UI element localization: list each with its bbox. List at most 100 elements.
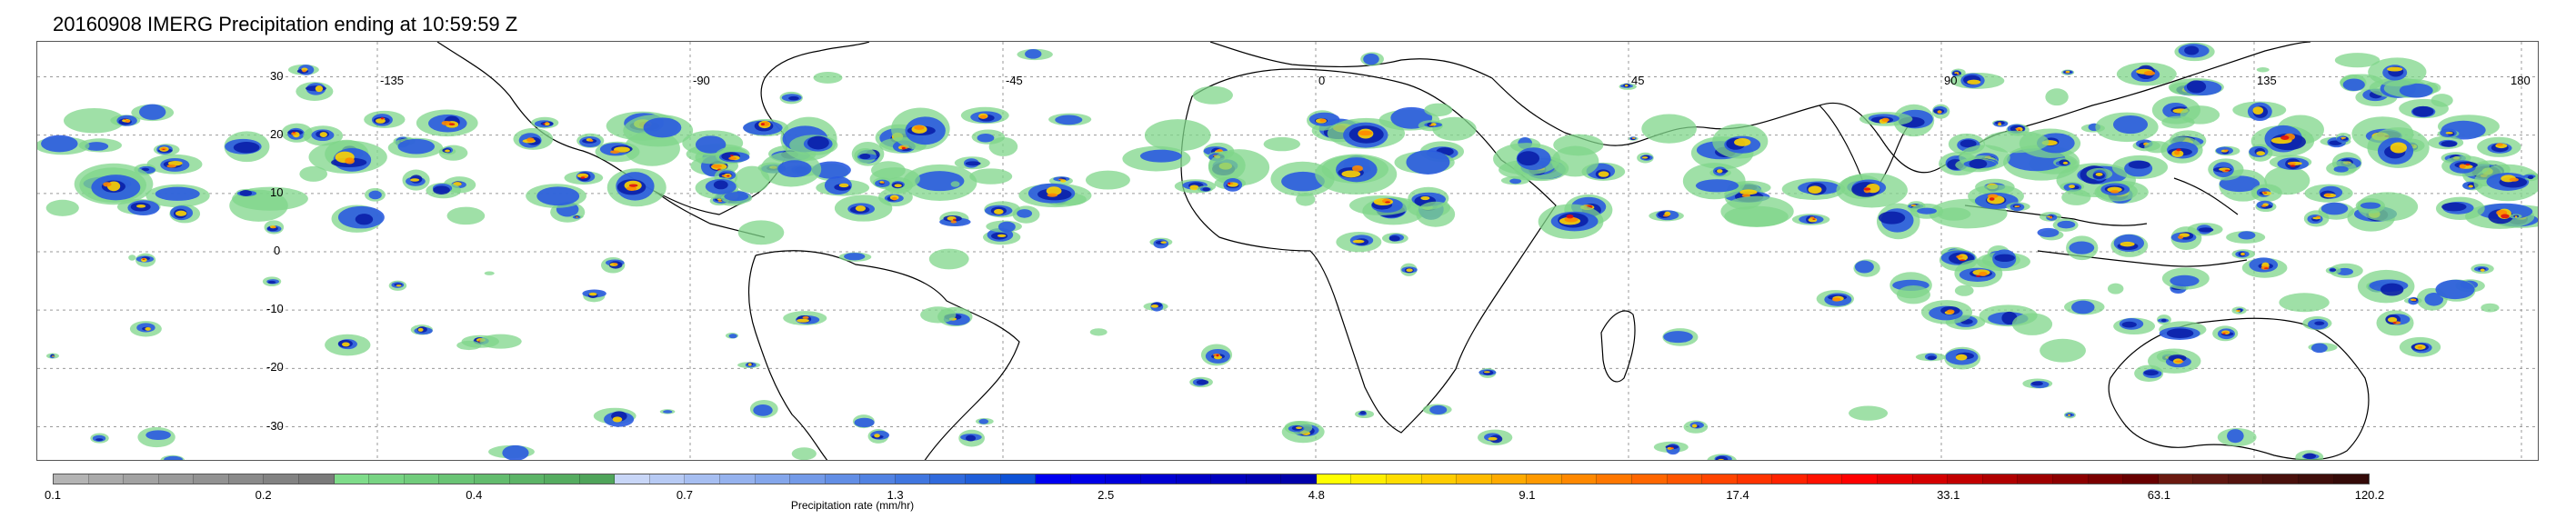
precip-cell [588,139,594,142]
precip-cell [1416,201,1456,227]
precip-cell [1718,458,1725,460]
precip-cell [166,164,176,168]
colorbar-segment [649,474,686,484]
precip-cell [901,146,906,150]
colorbar-segment [2052,474,2089,484]
precip-cell [874,434,880,438]
precip-cell [1216,354,1219,357]
longitude-label: -90 [693,74,710,87]
precip-cell [1085,170,1130,190]
precip-cell [1624,84,1629,87]
colorbar-segment [369,474,405,484]
precip-cell [2224,149,2229,152]
precip-cell [2160,318,2167,323]
latitude-label: -30 [266,418,284,433]
precip-cell [721,175,727,177]
colorbar-segment [1737,474,1773,484]
colorbar-segment [1702,474,1738,484]
precip-cell [1060,179,1067,183]
longitude-label: 90 [1944,74,1958,87]
longitude-label: 135 [2257,74,2277,87]
precip-cell [1670,446,1674,448]
precip-cell [526,137,535,143]
precip-cell [965,161,981,166]
precip-cell [1896,285,1931,304]
precip-cell [1564,216,1579,223]
precip-cell [965,434,977,442]
precip-cell [777,160,812,178]
longitude-label: -135 [380,74,405,87]
precip-cell [2121,321,2137,328]
precip-cell [2481,303,2500,313]
precip-cell [695,135,727,154]
precip-cell [1208,149,1270,186]
precip-cell [2184,45,2200,55]
colorbar-segment [1106,474,1141,484]
precip-cell [2017,205,2020,207]
precip-cell [1994,254,2015,263]
precip-cell [2514,215,2518,217]
precipitation-colorbar [53,474,2370,484]
precip-cell [2387,316,2398,323]
colorbar-segment [685,474,720,484]
precip-cell [2222,333,2226,334]
precip-cell [1296,426,1302,430]
precip-cell [2280,135,2290,140]
precip-cell [45,199,79,216]
precip-cell [997,221,1016,233]
precip-cell [2468,185,2473,188]
precip-cell [576,216,578,218]
colorbar-segment [895,474,931,484]
colorbar-segment [1246,474,1282,484]
precip-cell [441,120,452,125]
precip-cell [1424,103,1453,117]
precip-cell [2501,214,2510,219]
precip-cell [1483,371,1490,374]
precip-cell [753,404,773,416]
precip-cell [125,119,131,123]
precip-cell [2314,321,2325,325]
precip-cell [2527,175,2534,180]
precip-cell [1047,193,1058,197]
coastline-madagascar [1600,310,1636,383]
colorbar-segment [1842,474,1879,484]
precip-cell [838,183,849,188]
precip-cell [2256,67,2270,73]
colorbar-segment [1421,474,1458,484]
colorbar-tick-label: 17.4 [1726,488,1749,502]
precip-cell [1429,404,1448,414]
precipitation-map[interactable] [36,41,2539,461]
precip-cell [1017,209,1033,218]
latitude-label: 0 [274,244,281,257]
precip-cell [811,161,851,179]
precip-cell [2071,300,2095,314]
precip-cell [2261,205,2267,207]
precip-cell [734,165,770,194]
precip-cell [162,148,165,150]
precip-cell [1669,447,1674,450]
precip-cell [368,190,382,200]
colorbar-tick-label: 0.4 [466,488,483,502]
precip-cell [1987,194,1999,199]
precip-cell [2392,322,2397,324]
precip-cell [479,334,522,349]
precip-cell [456,340,482,351]
colorbar-tick-label: 63.1 [2147,488,2171,502]
colorbar-segment [299,474,335,484]
colorbar-segment [158,474,195,484]
precip-cell [396,284,402,287]
precip-cell [2412,299,2417,302]
colorbar-segment [1912,474,1949,484]
precip-cell [299,165,328,182]
precip-cell [713,180,728,190]
colorbar-segment [2088,474,2124,484]
precip-cell [543,123,546,125]
precip-cell [2238,231,2256,240]
precip-cell [1720,195,1794,227]
precip-cell [2238,309,2240,311]
colorbar-segment [334,474,370,484]
precip-cell [410,178,420,182]
colorbar-segment [755,474,791,484]
precip-cell [760,123,765,126]
precip-cell [2057,220,2076,229]
